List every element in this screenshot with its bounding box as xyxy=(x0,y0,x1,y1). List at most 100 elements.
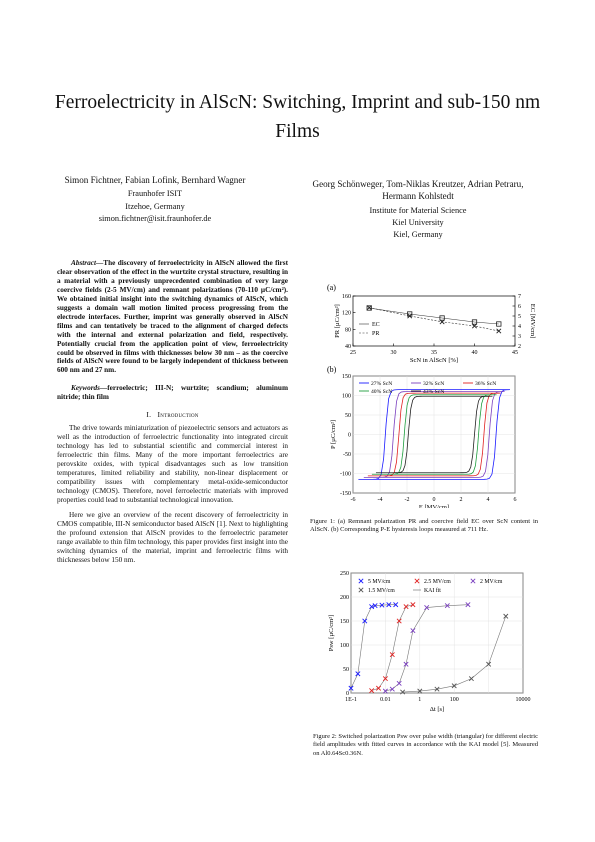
figure-2-point xyxy=(393,602,399,608)
panel-b-x-tick-label: 6 xyxy=(514,497,517,503)
figure-2-legend-swatch xyxy=(470,578,476,584)
panel-a-x-tick-label: 40 xyxy=(472,350,478,356)
panel-a-y2-tick-label: 6 xyxy=(518,304,521,310)
panel-b-x-tick-label: -4 xyxy=(378,497,383,503)
figure-2-point xyxy=(379,602,385,608)
panel-b-y-tick-label: 50 xyxy=(345,413,351,419)
figure-2-y-tick-label: 0 xyxy=(346,691,349,697)
panel-a-legend-label: PR xyxy=(372,331,379,337)
keywords-label: Keywords— xyxy=(71,384,108,393)
panel-a-series-line xyxy=(369,307,499,325)
figure-2-legend-label: 2.5 MV/cm xyxy=(424,579,451,585)
figure-2-point xyxy=(348,685,354,691)
panel-b-y-tick-label: -150 xyxy=(340,491,351,497)
affiliation-left: Fraunhofer ISIT xyxy=(127,189,183,199)
panel-a-x-label: ScN in AlScN [%] xyxy=(410,357,458,364)
panel-a-y-tick-label: 80 xyxy=(345,327,351,333)
figure-2-point xyxy=(386,602,392,608)
figure-2-caption: Figure 2: Switched polarization Psw over… xyxy=(313,733,538,757)
figure-2-legend-label: 5 MV/cm xyxy=(368,579,391,585)
figure-2-chart: 1E-1 0.01 1 100 10000 0 50 100 150 200 250 Δt [s] Ps… xyxy=(328,571,531,713)
panel-a-point xyxy=(471,323,478,329)
figure-2-legend-swatch xyxy=(358,587,364,593)
figure-2-legend-swatch xyxy=(358,578,364,584)
figure-2-point xyxy=(451,683,457,689)
panel-a-y2-tick-label: 5 xyxy=(518,314,521,320)
panel-a-point xyxy=(496,321,502,327)
panel-b-y-tick-label: -50 xyxy=(343,452,351,458)
figure-2-x-tick-label: 0.01 xyxy=(380,697,391,703)
panel-b-y-tick-label: 100 xyxy=(342,394,351,400)
figure-2-point xyxy=(403,604,409,610)
author-block-right: Georg Schönweger, Tom-Niklas Kreutzer, A… xyxy=(303,178,533,241)
panel-b-x-label: E [MV/cm] xyxy=(419,504,449,508)
panel-a-y-tick-label: 40 xyxy=(345,344,351,350)
panel-a-y2-tick-label: 4 xyxy=(518,324,521,330)
figure-2-legend-swatch xyxy=(414,578,420,584)
figure-2-legend-label: KAI fit xyxy=(424,587,441,594)
panel-b-y-tick-label: -100 xyxy=(340,472,351,478)
figure-2-point xyxy=(396,618,402,624)
panel-b-x-tick-label: -6 xyxy=(351,497,356,503)
panel-b-hysteresis-loop xyxy=(367,392,501,477)
figure-2-y-label: Psw [µC/cm²] xyxy=(328,615,335,652)
panel-a-y2-tick-label: 7 xyxy=(518,294,521,300)
author-block-left: Simon Fichtner, Fabian Lofink, Bernhard … xyxy=(40,174,270,225)
panel-b-x-tick-label: 2 xyxy=(460,497,463,503)
figure-2-point xyxy=(444,603,450,609)
email-left[interactable]: simon.fichtner@isit.fraunhofer.de xyxy=(98,213,212,223)
abstract-label: Abstract xyxy=(71,259,96,267)
panel-a-y2-tick-label: 3 xyxy=(518,334,521,340)
keywords-text: ferroelectric; III-N; wurtzite; scandium… xyxy=(57,384,288,402)
figure-2-y-tick-label: 100 xyxy=(340,643,349,649)
panel-b-x-tick-label: 4 xyxy=(487,497,490,503)
intro-paragraph-1: The drive towards miniaturization of pie… xyxy=(57,424,288,504)
panel-b-y-label: P [µC/cm²] xyxy=(330,420,337,449)
left-column: Abstract—The discovery of ferroelectrici… xyxy=(57,259,288,565)
figure-2-point xyxy=(503,613,509,619)
panel-a-y2-tick-label: 2 xyxy=(518,344,521,350)
panel-a-point xyxy=(439,319,445,325)
panel-a-point xyxy=(471,319,478,325)
figure-2-point xyxy=(389,686,395,692)
keywords: Keywords—ferroelectric; III-N; wurtzite;… xyxy=(57,384,288,402)
figure-2-point xyxy=(468,676,474,682)
affiliation-right: Institute for Material Science xyxy=(369,205,467,215)
figure-2-fit-line xyxy=(385,604,468,692)
panel-b-legend-label: 36% ScN xyxy=(475,381,496,387)
figure-2-legend-label: 2 MV/cm xyxy=(480,579,503,585)
figure-2-point xyxy=(376,685,382,691)
figure-2-y-tick-label: 50 xyxy=(343,667,349,673)
university-right: Kiel University xyxy=(392,217,444,227)
figure-2-x-tick-label: 10000 xyxy=(516,697,531,703)
figure-2-fit-line xyxy=(350,604,396,689)
panel-a-point xyxy=(439,315,445,321)
figure-2-point xyxy=(465,602,471,608)
panel-b-x-tick-label: -2 xyxy=(405,497,410,503)
figure-2-point xyxy=(403,661,409,667)
city-right: Kiel, Germany xyxy=(393,230,443,240)
figure-2-point xyxy=(400,689,406,695)
panel-a-point xyxy=(407,313,413,319)
panel-b-label: (b) xyxy=(327,365,337,374)
figure-2-y-tick-label: 250 xyxy=(340,571,349,577)
figure-1: (a) 25 30 35 40 45 40 80 120 160 2 3 4 5 6 7 ScN in AlSc… xyxy=(303,278,538,511)
figure-2-point xyxy=(362,618,368,624)
figure-2-point xyxy=(355,671,361,677)
panel-a-frame xyxy=(352,295,516,347)
panel-a-x-tick-label: 30 xyxy=(391,350,397,356)
figure-2-point xyxy=(410,628,416,634)
panel-b-hysteresis-loop xyxy=(375,395,493,474)
panel-b-legend-label: 43% ScN xyxy=(423,389,444,395)
panel-a-x-tick-label: 45 xyxy=(512,350,518,356)
section-number: I. xyxy=(146,410,152,420)
figure-2-point xyxy=(396,680,402,686)
figure-2-y-tick-label: 150 xyxy=(340,619,349,625)
figure-2-point xyxy=(410,602,416,608)
figure-2: 1E-1 0.01 1 100 10000 0 50 100 150 200 250 Δt [s] Ps… xyxy=(303,565,538,730)
figure-2-point xyxy=(382,688,388,694)
figure-2-fit-line xyxy=(371,604,414,691)
panel-b-x-tick-label: 0 xyxy=(433,497,436,503)
paper-title: Ferroelectricity in AlScN: Switching, Im… xyxy=(54,92,541,142)
